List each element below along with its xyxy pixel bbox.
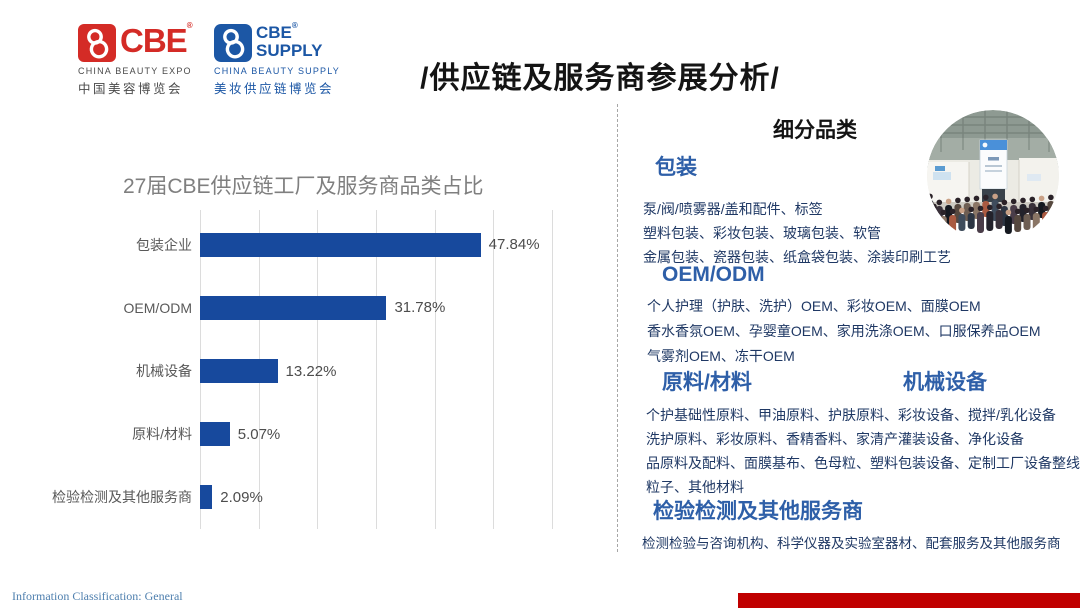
classification-label: Information Classification: General xyxy=(12,589,183,603)
bottom-accent-bar xyxy=(738,593,1080,608)
section-line: 香水香氛OEM、孕婴童OEM、家用洗涤OEM、口服保养品OEM xyxy=(647,323,1041,339)
section-title: 检验检测及其他服务商 xyxy=(653,500,863,523)
gridline xyxy=(493,210,495,529)
section-testing-services: 检验检测及其他服务商 检测检验与咨询机构、科学仪器及实验室器材、配套服务及其他服… xyxy=(642,495,1061,556)
section-machinery: 机械设备 彩妆设备、搅拌/乳化设备 灌装设备、净化设备 包装设备、定制工厂设备整… xyxy=(898,366,1080,475)
bar-chart: 包装企业 47.84% OEM/ODM 31.78% 机械设备 13.22% 原料/材料 5.… xyxy=(40,210,553,529)
cbe-subtitle-en: CHINA BEAUTY EXPO xyxy=(78,66,192,76)
value-label: 5.07% xyxy=(237,425,281,443)
section-packaging: 包装 泵/阀/喷雾器/盖和配件、标签 塑料包装、彩妆包装、玻璃包装、软管 金属包… xyxy=(643,151,951,269)
cbe-wordmark: CBE® xyxy=(120,21,193,59)
section-title: 包装 xyxy=(655,156,697,179)
cbe-supply-subtitle-cn: 美妆供应链博览会 xyxy=(214,82,335,96)
chart-row: OEM/ODM 31.78% xyxy=(40,276,552,339)
section-line: 品原料及配料、面膜基布、色母粒、塑料 xyxy=(646,455,898,471)
page-title: /供应链及服务商参展分析/ xyxy=(420,62,780,96)
value-label: 47.84% xyxy=(488,236,540,254)
category-label: 包装企业 xyxy=(136,236,192,253)
bar xyxy=(200,359,278,383)
value-label: 13.22% xyxy=(285,362,337,380)
bar xyxy=(200,422,230,447)
cbe-supply-logo: CBE® SUPPLY CHINA BEAUTY SUPPLY 美妆供应链博览会 xyxy=(214,21,344,97)
registered-mark-icon: ® xyxy=(186,21,193,30)
section-line: 检测检验与咨询机构、科学仪器及实验室器材、配套服务及其他服务商 xyxy=(642,536,1061,551)
category-label: OEM/ODM xyxy=(123,299,192,316)
chart-row: 原料/材料 5.07% xyxy=(40,403,552,466)
cbe-subtitle-cn: 中国美容博览会 xyxy=(78,82,184,96)
cbe-supply-logo-icon xyxy=(214,24,252,62)
section-line: 个护基础性原料、甲油原料、护肤原料、 xyxy=(646,407,898,423)
chart-title: 27届CBE供应链工厂及服务商品类占比 xyxy=(123,175,484,198)
section-line: 灌装设备、净化设备 xyxy=(898,431,1024,447)
chart-rows: 包装企业 47.84% OEM/ODM 31.78% 机械设备 13.22% 原料/材料 5.… xyxy=(40,213,552,529)
bar xyxy=(200,485,213,510)
cbe-logo-icon xyxy=(78,24,116,62)
section-oem-odm: OEM/ODM 个人护理（护肤、洗护）OEM、彩妆OEM、面膜OEM 香水香氛O… xyxy=(647,263,1041,369)
section-title: OEM/ODM xyxy=(662,263,765,286)
chart-row: 检验检测及其他服务商 2.09% xyxy=(40,466,552,529)
category-label: 检验检测及其他服务商 xyxy=(52,489,192,506)
bar xyxy=(200,295,387,320)
section-line: 彩妆设备、搅拌/乳化设备 xyxy=(898,407,1056,423)
section-line: 粒子、其他材料 xyxy=(646,479,744,495)
section-title: 机械设备 xyxy=(903,371,987,394)
section-line: 包装设备、定制工厂设备整线 xyxy=(898,455,1080,471)
section-line: 塑料包装、彩妆包装、玻璃包装、软管 xyxy=(643,225,881,241)
gridline xyxy=(434,210,436,529)
panel-heading: 细分品类 xyxy=(773,119,857,142)
gridline xyxy=(317,210,319,529)
category-label: 原料/材料 xyxy=(132,426,192,443)
gridline xyxy=(376,210,377,529)
chart-row: 机械设备 13.22% xyxy=(40,339,552,402)
registered-mark-icon: ® xyxy=(291,21,298,30)
section-line: 气雾剂OEM、冻干OEM xyxy=(647,348,795,364)
value-label: 2.09% xyxy=(220,488,263,506)
category-label: 机械设备 xyxy=(136,363,192,379)
cbe-supply-wordmark: CBE® SUPPLY xyxy=(256,21,323,60)
section-raw-materials: 原料/材料 个护基础性原料、甲油原料、护肤原料、 洗护原料、彩妆原料、香精香料、… xyxy=(646,366,898,499)
cbe-supply-subtitle-en: CHINA BEAUTY SUPPLY xyxy=(214,66,341,76)
section-line: 金属包装、瓷器包装、纸盒袋包装、涂装印刷工艺 xyxy=(643,249,951,265)
gridline xyxy=(552,210,553,529)
section-line: 泵/阀/喷雾器/盖和配件、标签 xyxy=(643,201,823,217)
chart-row: 包装企业 47.84% xyxy=(40,213,552,276)
cbe-logo: CBE® CHINA BEAUTY EXPO 中国美容博览会 xyxy=(78,21,206,97)
expo-hall-photo xyxy=(927,110,1059,242)
section-line: 个人护理（护肤、洗护）OEM、彩妆OEM、面膜OEM xyxy=(647,298,981,314)
panel-divider xyxy=(617,104,618,552)
section-line: 洗护原料、彩妆原料、香精香料、家清产 xyxy=(646,431,898,447)
section-title: 原料/材料 xyxy=(662,371,752,394)
value-label: 31.78% xyxy=(394,299,446,317)
bar xyxy=(200,232,481,257)
